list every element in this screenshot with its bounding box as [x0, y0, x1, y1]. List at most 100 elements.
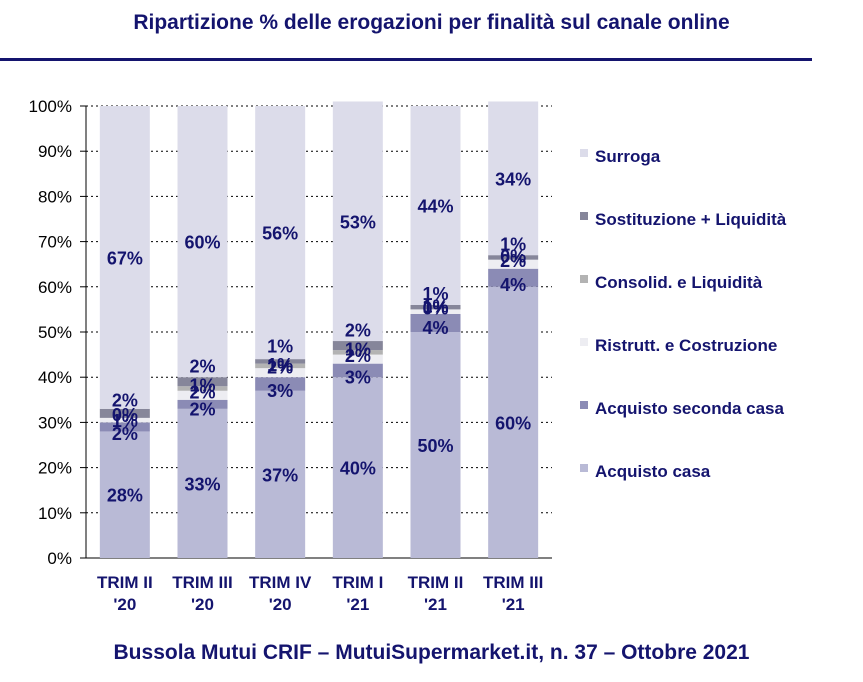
data-label: 1% [267, 336, 293, 356]
legend-swatch [580, 149, 588, 157]
legend-swatch [580, 401, 588, 409]
data-label: 33% [184, 474, 220, 494]
data-label: 44% [417, 196, 453, 216]
y-axis: 0% 10% 20% 30% 40% 50% 60% 70% 80% 90% 100% [29, 97, 552, 568]
bar-segment [99, 431, 150, 558]
data-label: 3% [345, 367, 371, 387]
data-label: 37% [262, 465, 298, 485]
legend-label: Acquisto seconda casa [595, 399, 785, 418]
data-label: 0% [112, 405, 138, 425]
x-category-label: TRIM II [408, 573, 464, 592]
bar-segment [410, 313, 461, 332]
legend-swatch [580, 212, 588, 220]
data-label: 1% [345, 339, 371, 359]
x-category-label: TRIM III [172, 573, 232, 592]
x-category-label: '20 [191, 595, 214, 614]
legend-swatch [580, 464, 588, 472]
data-label: 67% [107, 248, 143, 268]
bar-segment [177, 399, 228, 409]
data-label: 4% [500, 275, 526, 295]
data-label: 2% [112, 424, 138, 444]
data-label: 34% [495, 169, 531, 189]
bar-segment [410, 304, 461, 310]
legend-swatch [580, 275, 588, 283]
bar-segment [255, 106, 306, 360]
data-label: 2% [189, 399, 215, 419]
y-tick-label: 20% [38, 459, 72, 478]
bar-segment [99, 417, 150, 423]
y-tick-label: 60% [38, 278, 72, 297]
x-category-label: '20 [269, 595, 292, 614]
bar-segment [332, 377, 383, 558]
x-axis-categories: TRIM II '20 TRIM III '20 TRIM IV '20 TRIM I '21… [97, 573, 543, 614]
y-tick-label: 50% [38, 323, 72, 342]
data-label: 0% [500, 247, 526, 267]
bar-segment [488, 255, 539, 260]
x-category-label: TRIM IV [249, 573, 312, 592]
data-label: 1% [422, 284, 448, 304]
data-label: 2% [500, 251, 526, 271]
bar-segment [177, 106, 228, 378]
legend: Surroga Sostituzione + Liquidità Consolid.… [580, 147, 787, 481]
data-label: 1% [189, 376, 215, 396]
bar-segment [99, 422, 150, 432]
bar-segment [99, 408, 150, 418]
chart-title: Ripartizione % delle erogazioni per fina… [133, 11, 730, 34]
data-label: 56% [262, 224, 298, 244]
legend-label: Acquisto casa [595, 462, 711, 481]
bar-segment [488, 286, 539, 558]
data-label: 1% [500, 234, 526, 254]
legend-label: Ristrutt. e Costruzione [595, 336, 777, 355]
y-tick-label: 90% [38, 142, 72, 161]
data-label: 2% [189, 382, 215, 402]
bar-segment [177, 408, 228, 558]
x-category-label: TRIM III [483, 573, 543, 592]
y-tick-label: 100% [29, 97, 72, 116]
bar-segment [410, 332, 461, 558]
y-tick-label: 40% [38, 368, 72, 387]
x-category-label: '21 [424, 595, 447, 614]
data-label: 2% [189, 357, 215, 377]
x-category-label: TRIM II [97, 573, 153, 592]
data-label: 1% [422, 297, 448, 317]
data-label: 2% [345, 346, 371, 366]
x-category-label: TRIM I [332, 573, 383, 592]
bar-segment [332, 350, 383, 355]
bar-segment [410, 106, 461, 305]
bar-segment [177, 390, 228, 400]
legend-swatch [580, 338, 588, 346]
y-tick-label: 70% [38, 233, 72, 252]
y-tick-label: 80% [38, 187, 72, 206]
bar-segment [488, 101, 539, 256]
data-label: 53% [340, 212, 376, 232]
bar-segment [488, 259, 539, 269]
bar-segment [255, 363, 306, 369]
grid-layer [86, 105, 552, 514]
stacked-bar-chart: 0%10%20%30%40%50%60%70%80%90%100% 28%2%1… [29, 97, 787, 614]
bar-segment [99, 106, 150, 409]
bar-segment [255, 368, 306, 378]
data-labels: 28%2%1%0%2%67%33%2%2%1%2%60%37%3%2%1%1%5… [107, 169, 531, 505]
bar-segment [177, 377, 228, 387]
data-label: 60% [495, 413, 531, 433]
data-label: 2% [345, 321, 371, 341]
data-label: 1% [267, 355, 293, 375]
data-label: 60% [184, 233, 220, 253]
bar-segment [255, 359, 306, 364]
title-divider [0, 58, 812, 61]
bar-segment [332, 341, 383, 351]
legend-label: Surroga [595, 147, 661, 166]
bars-layer [99, 101, 539, 558]
source-footer: Bussola Mutui CRIF – MutuiSupermarket.it… [113, 641, 750, 664]
data-label: 2% [112, 390, 138, 410]
bar-segment [488, 268, 539, 287]
bar-segment [332, 101, 383, 342]
bar-segment [177, 386, 228, 391]
legend-label: Consolid. e Liquidità [595, 273, 763, 292]
data-label: 50% [417, 436, 453, 456]
y-tick-label: 30% [38, 413, 72, 432]
x-category-label: '21 [346, 595, 369, 614]
x-category-label: '21 [502, 595, 525, 614]
bar-segment [255, 390, 306, 558]
data-label: 3% [267, 381, 293, 401]
